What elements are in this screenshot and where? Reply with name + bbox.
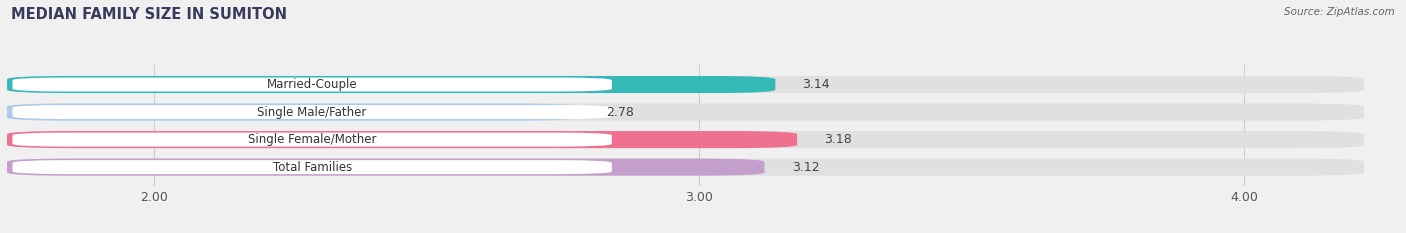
Text: 2.78: 2.78 — [606, 106, 634, 119]
FancyBboxPatch shape — [7, 159, 1364, 176]
FancyBboxPatch shape — [13, 78, 612, 92]
Text: MEDIAN FAMILY SIZE IN SUMITON: MEDIAN FAMILY SIZE IN SUMITON — [11, 7, 287, 22]
FancyBboxPatch shape — [7, 76, 775, 93]
FancyBboxPatch shape — [13, 105, 612, 119]
Text: Source: ZipAtlas.com: Source: ZipAtlas.com — [1284, 7, 1395, 17]
Text: Single Female/Mother: Single Female/Mother — [247, 133, 377, 146]
Text: 3.12: 3.12 — [792, 161, 820, 174]
Text: Single Male/Father: Single Male/Father — [257, 106, 367, 119]
FancyBboxPatch shape — [7, 103, 579, 121]
FancyBboxPatch shape — [7, 131, 1364, 148]
Text: Married-Couple: Married-Couple — [267, 78, 357, 91]
FancyBboxPatch shape — [7, 159, 765, 176]
FancyBboxPatch shape — [13, 133, 612, 147]
FancyBboxPatch shape — [7, 131, 797, 148]
FancyBboxPatch shape — [13, 160, 612, 174]
Text: Total Families: Total Families — [273, 161, 352, 174]
Text: 3.18: 3.18 — [824, 133, 852, 146]
FancyBboxPatch shape — [7, 103, 1364, 121]
FancyBboxPatch shape — [7, 76, 1364, 93]
Text: 3.14: 3.14 — [803, 78, 830, 91]
